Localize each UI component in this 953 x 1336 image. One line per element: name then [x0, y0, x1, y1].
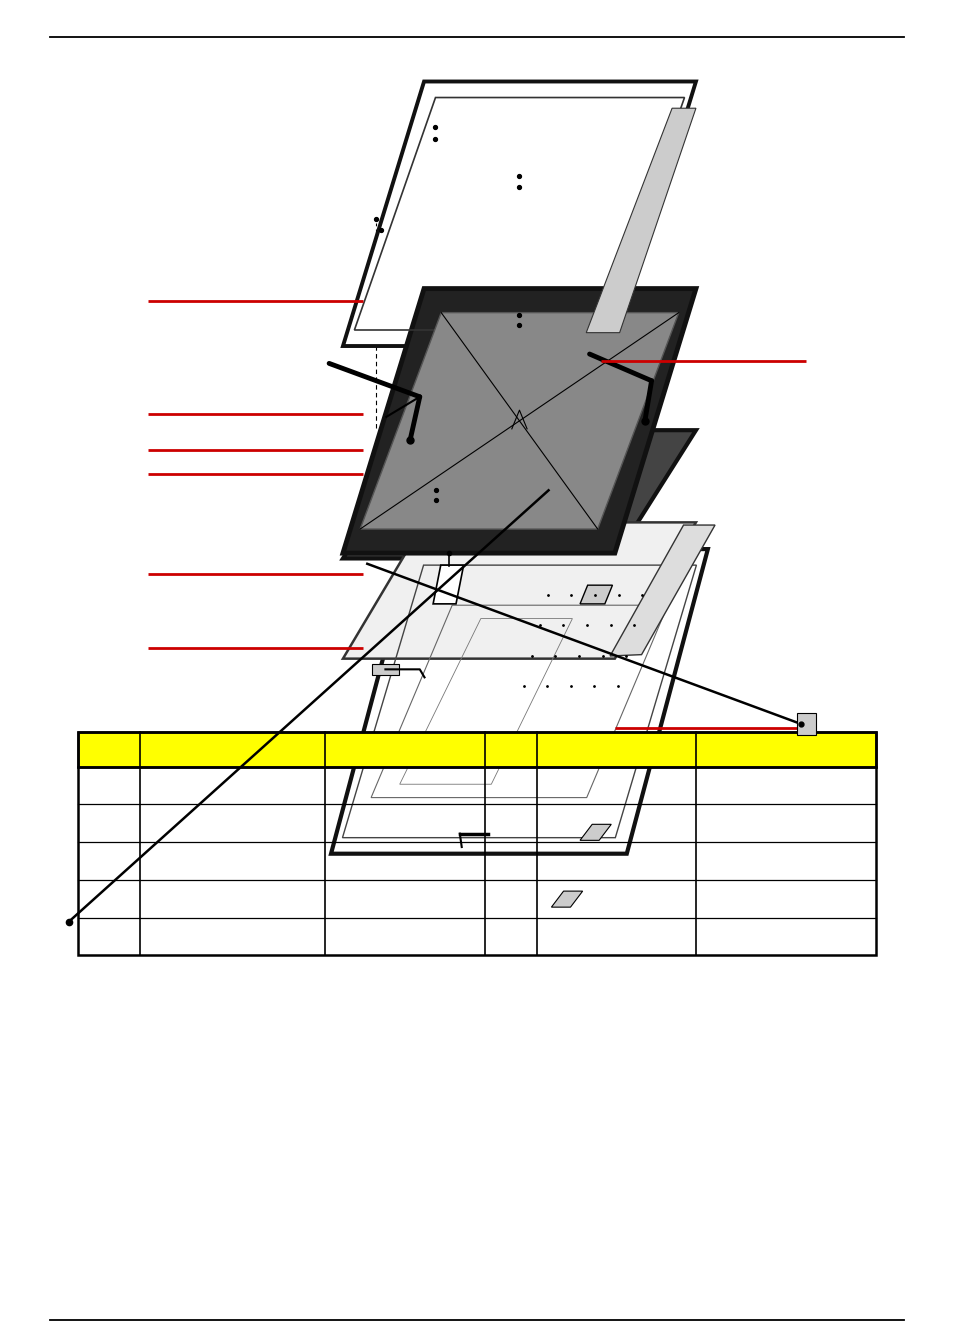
Polygon shape: [343, 430, 695, 558]
Polygon shape: [343, 289, 695, 553]
Polygon shape: [585, 108, 695, 333]
Polygon shape: [579, 585, 612, 604]
Polygon shape: [331, 549, 707, 854]
Bar: [372, 664, 398, 675]
Polygon shape: [343, 522, 695, 659]
Polygon shape: [579, 824, 611, 840]
Polygon shape: [551, 891, 582, 907]
Polygon shape: [360, 313, 678, 529]
Polygon shape: [343, 81, 695, 346]
Bar: [796, 713, 815, 735]
Polygon shape: [433, 565, 463, 604]
Bar: [78, 732, 875, 955]
Polygon shape: [609, 525, 715, 656]
Bar: [78, 732, 875, 767]
